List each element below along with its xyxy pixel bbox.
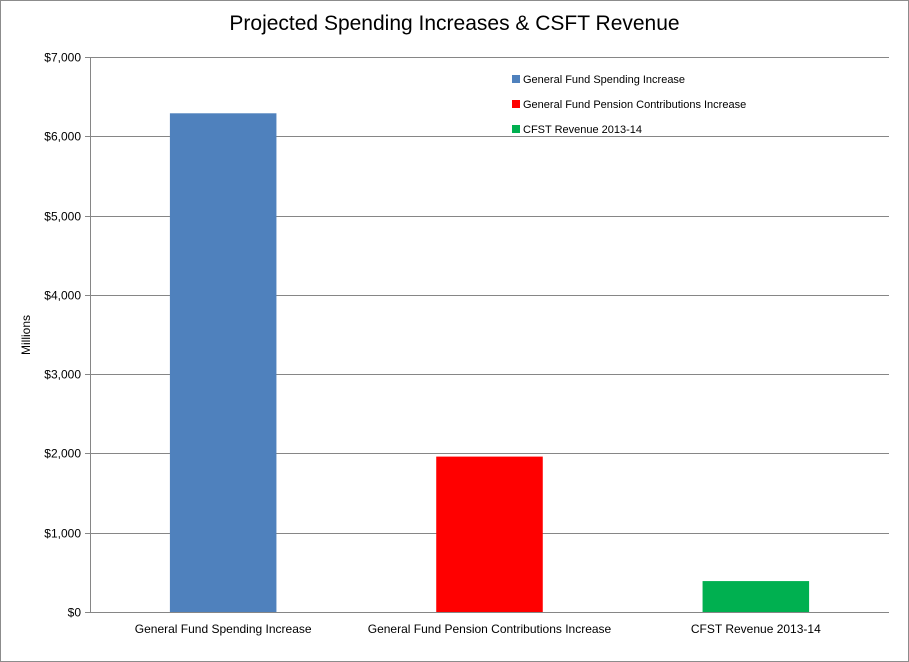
legend-swatch: [512, 100, 520, 108]
bar: [702, 581, 810, 612]
x-category-label: General Fund Spending Increase: [135, 622, 312, 636]
y-tick-label: $7,000: [44, 51, 81, 65]
y-tick-label: $5,000: [44, 210, 81, 224]
bar: [436, 456, 543, 612]
y-tick-label: $0: [68, 606, 82, 620]
legend-label: CFST Revenue 2013-14: [523, 124, 642, 136]
legend-swatch: [512, 125, 520, 133]
bar: [169, 113, 277, 613]
y-tick-label: $6,000: [44, 130, 81, 144]
y-tick-label: $2,000: [44, 447, 81, 461]
y-axis-label: Millions: [19, 315, 33, 355]
y-tick-label: $4,000: [44, 289, 81, 303]
y-tick-label: $1,000: [44, 527, 81, 541]
x-category-label: CFST Revenue 2013-14: [691, 622, 821, 636]
y-tick-label: $3,000: [44, 368, 81, 382]
legend-swatch: [512, 75, 520, 83]
legend-label: General Fund Pension Contributions Incre…: [523, 99, 746, 111]
legend-label: General Fund Spending Increase: [523, 74, 685, 86]
chart-title: Projected Spending Increases & CSFT Reve…: [229, 12, 680, 35]
x-category-label: General Fund Pension Contributions Incre…: [368, 622, 612, 636]
